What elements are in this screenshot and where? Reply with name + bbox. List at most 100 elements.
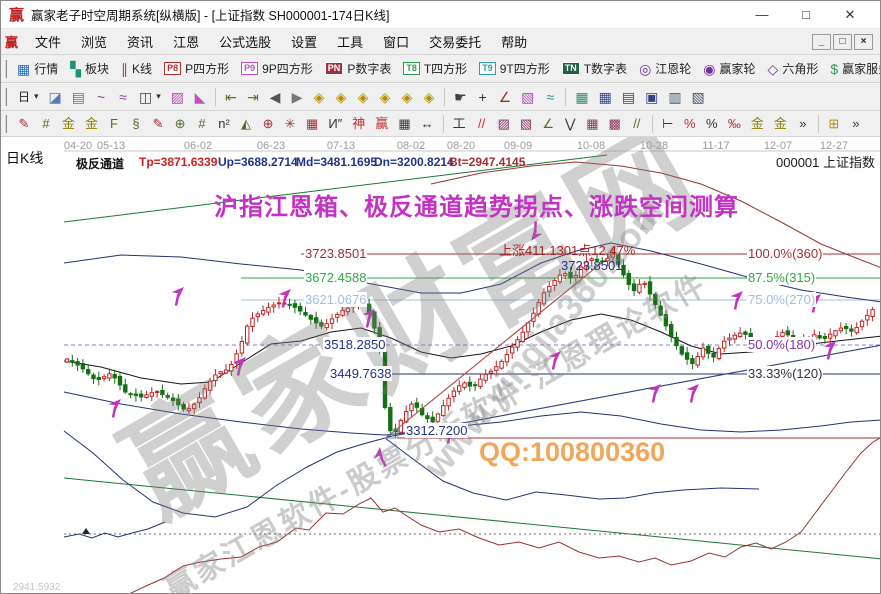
ying-grid-button[interactable]: 赢 [370, 114, 393, 134]
triangle-ruler-button[interactable]: ◭ [235, 114, 257, 134]
dense-grid-button[interactable]: ▦ [581, 114, 603, 134]
overflow-button[interactable]: » [792, 114, 814, 134]
maximize-button[interactable]: □ [802, 7, 810, 22]
p-number-table-button[interactable]: PN P数字表 [319, 57, 398, 80]
parallel-lines-button[interactable]: // [626, 114, 648, 134]
calendar-button[interactable]: ▦ [570, 87, 593, 107]
compass-button[interactable]: ⊕ [169, 114, 191, 134]
cycle-tool-button[interactable]: ≈ [539, 87, 561, 107]
t9-square-button[interactable]: T9 9T四方形 [473, 57, 556, 80]
menu-item-5[interactable]: 设置 [291, 35, 318, 50]
save-button[interactable]: ▣ [640, 87, 663, 107]
ray-fan-button[interactable]: // [471, 114, 493, 134]
gann-box-button[interactable]: ▨ [166, 87, 189, 107]
diamond-expand-all-button[interactable]: ◈ [418, 87, 440, 107]
gold-grid-button[interactable]: 金 [57, 114, 80, 134]
percent-2-button[interactable]: % [701, 114, 723, 134]
t-number-table-button[interactable]: TN T数字表 [556, 57, 633, 80]
menu-item-0[interactable]: 文件 [35, 35, 62, 50]
diamond-cross-button[interactable]: ◈ [396, 87, 418, 107]
gann-shape-button[interactable]: ▧ [516, 87, 539, 107]
toolbar-gripper[interactable] [5, 59, 7, 78]
workstation-button[interactable]: ▧ [687, 87, 710, 107]
target-circle-button[interactable]: ⊕ [257, 114, 279, 134]
diamond-h-compress-button[interactable]: ◈ [374, 87, 396, 107]
print-button[interactable]: ▥ [663, 87, 686, 107]
shen-grid-button[interactable]: 神 [347, 114, 370, 134]
menu-item-4[interactable]: 公式选股 [219, 35, 272, 50]
gold-grid-2-button[interactable]: 金 [80, 114, 103, 134]
dense-grid-2-button[interactable]: ▩ [604, 114, 626, 134]
box-grid-2-button[interactable]: ▧ [515, 114, 537, 134]
candle-style-dropdown[interactable]: ◫ ▾ [134, 87, 166, 107]
angle-lines-button[interactable]: ∠ [537, 114, 559, 134]
f-grid-button[interactable]: F [103, 114, 125, 134]
draw-pen-button[interactable]: ✎ [13, 114, 35, 134]
pen-2-button[interactable]: ✎ [147, 114, 169, 134]
overflow-2-button[interactable]: » [845, 114, 867, 134]
gann-wheel-button[interactable]: ◎ 江恩轮 [633, 57, 697, 80]
winner-service-button[interactable]: $赢家服务 [824, 57, 880, 80]
calculator-button[interactable]: ▦ [594, 87, 617, 107]
chart-area[interactable]: 赢家财富网 赢家江恩软件-股票分析软件-江恩理论软件 www.yingjia36… [1, 137, 880, 593]
percent-tool-button[interactable]: % [679, 114, 701, 134]
diamond-left-button[interactable]: ◈ [308, 87, 330, 107]
wave-flag-button[interactable]: ◣ [189, 87, 211, 107]
v-lines-button[interactable]: ⋁ [559, 114, 581, 134]
star-grid-button[interactable]: ✳ [279, 114, 301, 134]
coil-tool-button[interactable]: § [125, 114, 147, 134]
menu-item-9[interactable]: 帮助 [501, 35, 528, 50]
menu-item-2[interactable]: 资讯 [127, 35, 154, 50]
grid-tool-button[interactable]: # [35, 114, 57, 134]
toolbar-gripper[interactable] [5, 87, 9, 106]
number-grid-button[interactable]: ▦ [393, 114, 415, 134]
p-square-button[interactable]: P8 P四方形 [158, 57, 235, 80]
menu-item-1[interactable]: 浏览 [81, 35, 108, 50]
wave-3-button[interactable]: ~ [90, 87, 112, 107]
sectors-button[interactable]: ▚ 板块 [64, 57, 115, 80]
menu-item-3[interactable]: 江恩 [173, 35, 200, 50]
beam-tool-button[interactable]: 工 [448, 114, 471, 134]
prev-bar-button[interactable]: ◀ [264, 87, 286, 107]
mdi-restore-button[interactable]: □ [833, 33, 852, 50]
diamond-h-expand-button[interactable]: ◈ [352, 87, 374, 107]
info-panel-button[interactable]: ▤ [67, 87, 90, 107]
h-measure-button[interactable]: ↔ [416, 114, 439, 134]
wave-mark-button[interactable]: И″ [323, 114, 347, 134]
last-page-button[interactable]: ⇥ [242, 87, 264, 107]
grid-highlight-button[interactable]: ⊞ [823, 114, 845, 134]
box-grid-button[interactable]: ▦ [301, 114, 323, 134]
measure-button[interactable]: ∠ [494, 87, 517, 107]
p9-square-button[interactable]: P9 9P四方形 [235, 57, 319, 80]
t-square-button[interactable]: T8 T四方形 [397, 57, 473, 80]
quotes-button[interactable]: ▦ 行情 [11, 57, 64, 80]
permille-button[interactable]: ‰ [723, 114, 746, 134]
mdi-minimize-button[interactable]: _ [812, 33, 831, 50]
close-button[interactable]: ✕ [844, 6, 856, 22]
channel-bt-value: Bt=2947.4145 [449, 155, 526, 169]
hexagon-button[interactable]: ◇ 六角形 [762, 57, 825, 80]
menu-item-8[interactable]: 交易委托 [429, 35, 482, 50]
winner-wheel-button[interactable]: ◉ 赢家轮 [697, 57, 761, 80]
minimize-button[interactable]: — [755, 7, 769, 22]
first-page-button[interactable]: ⇤ [220, 87, 242, 107]
kline-button[interactable]: ∥ K线 [115, 57, 158, 80]
notebook-button[interactable]: ▤ [617, 87, 640, 107]
n-squared-button[interactable]: n² [213, 114, 235, 134]
scale-tool-button[interactable]: ⊢ [657, 114, 679, 134]
hand-tool-button[interactable]: ☛ [449, 87, 472, 107]
period-day-dropdown[interactable]: 日 ▾ [13, 87, 44, 107]
gold-circle-button[interactable]: 金 [746, 114, 769, 134]
wave-9-button[interactable]: ≈ [112, 87, 134, 107]
menu-item-7[interactable]: 窗口 [383, 35, 410, 50]
toolbar-gripper[interactable] [5, 114, 9, 133]
menu-item-6[interactable]: 工具 [337, 35, 364, 50]
ladder-grid-button[interactable]: # [191, 114, 213, 134]
next-bar-button[interactable]: ▶ [286, 87, 308, 107]
mdi-close-button[interactable]: × [854, 33, 873, 50]
crosshair-button[interactable]: + [472, 87, 494, 107]
diamond-right-button[interactable]: ◈ [330, 87, 352, 107]
gold-line-button[interactable]: 金 [769, 114, 792, 134]
box-fan-button[interactable]: ▨ [493, 114, 515, 134]
mountain-chart-button[interactable]: ◪ [44, 87, 67, 107]
